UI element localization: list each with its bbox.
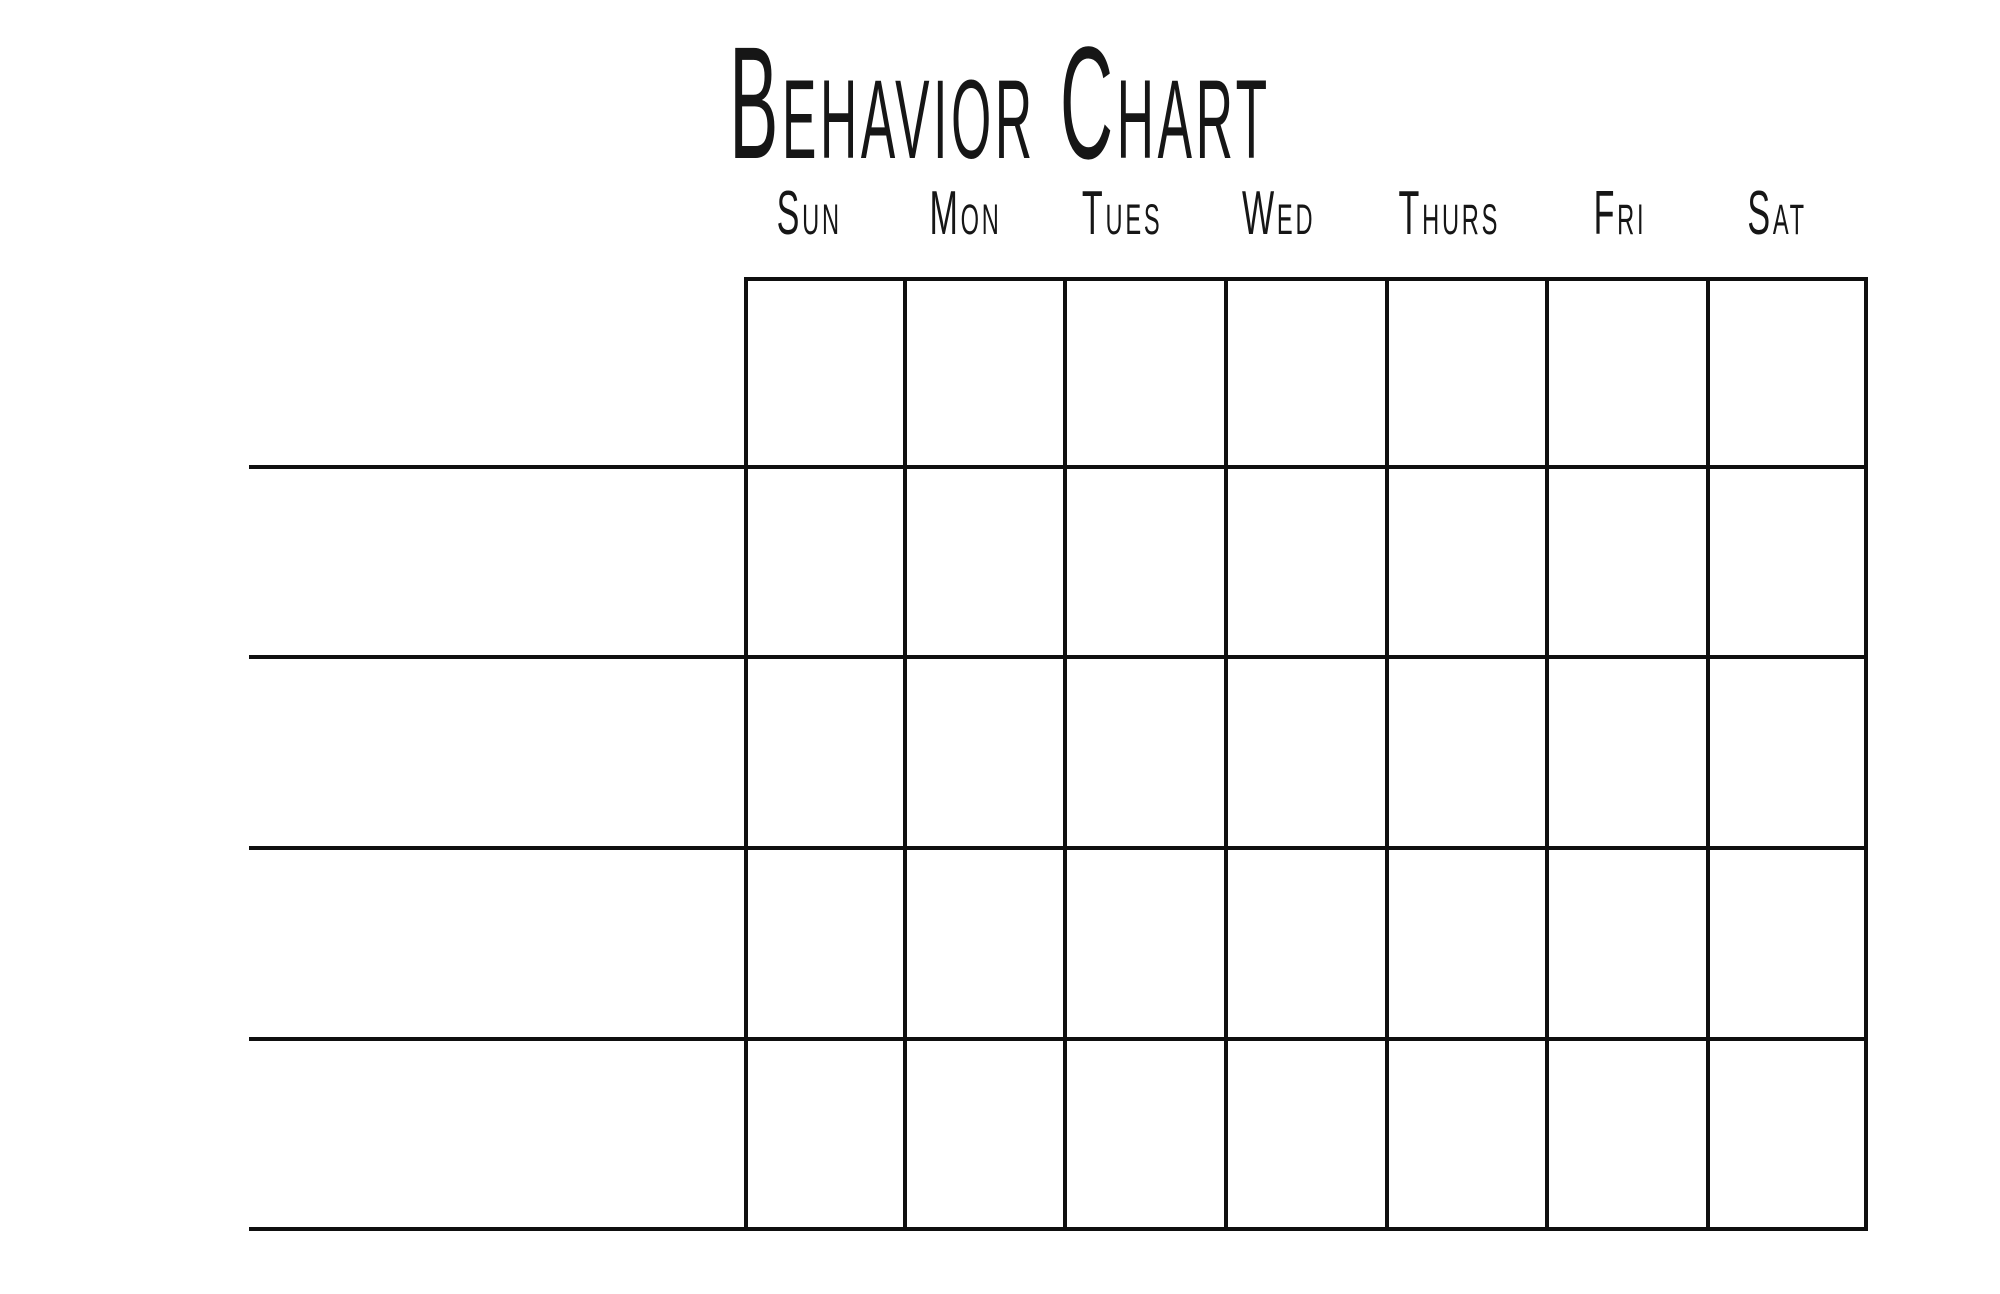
- column-divider-4: [1385, 277, 1389, 1231]
- grid-cell-r3-c3: [1065, 659, 1226, 850]
- day-header-sat: Sat: [1698, 179, 1855, 248]
- grid-cell-r2-c3: [1065, 468, 1226, 659]
- row-divider-1: [249, 465, 1868, 469]
- grid-cell-r3-c2: [905, 659, 1066, 850]
- grid-cell-r5-c1: [744, 1040, 905, 1231]
- grid-cell-r2-c1: [744, 468, 905, 659]
- grid-cell-r3-c6: [1547, 659, 1708, 850]
- row-divider-3: [249, 846, 1868, 850]
- grid-cell-r2-c4: [1226, 468, 1387, 659]
- grid-cell-r5-c6: [1547, 1040, 1708, 1231]
- grid-cell-r1-c2: [905, 277, 1066, 468]
- grid-cell-r1-c5: [1386, 277, 1547, 468]
- day-header-label: Mon: [929, 179, 1002, 248]
- day-header-label: Sat: [1746, 179, 1807, 248]
- behavior-label-1: [255, 391, 733, 463]
- grid-bottom-border: [249, 1227, 1868, 1231]
- day-header-row: Sun Mon Tues Wed Thurs Fri Sat: [731, 179, 1855, 248]
- grid-cell-r1-c4: [1226, 277, 1387, 468]
- grid-cell-r3-c7: [1707, 659, 1868, 850]
- behavior-label-5: [255, 1153, 733, 1225]
- day-header-label: Thurs: [1398, 179, 1501, 248]
- grid-cell-r4-c2: [905, 849, 1066, 1040]
- day-header-thurs: Thurs: [1357, 179, 1542, 248]
- column-divider-5: [1545, 277, 1549, 1231]
- grid-cells: [744, 277, 1868, 1231]
- day-header-fri: Fri: [1542, 179, 1699, 248]
- grid-cell-r5-c3: [1065, 1040, 1226, 1231]
- row-divider-2: [249, 655, 1868, 659]
- day-header-mon: Mon: [888, 179, 1045, 248]
- grid-cell-r5-c2: [905, 1040, 1066, 1231]
- column-divider-6: [1706, 277, 1710, 1231]
- behavior-label-4: [255, 963, 733, 1035]
- grid-cell-r2-c7: [1707, 468, 1868, 659]
- grid-right-border: [1864, 277, 1868, 1231]
- day-header-wed: Wed: [1201, 179, 1358, 248]
- grid-cell-r5-c4: [1226, 1040, 1387, 1231]
- grid-cell-r2-c6: [1547, 468, 1708, 659]
- day-header-tues: Tues: [1044, 179, 1201, 248]
- day-header-label: Tues: [1082, 179, 1163, 248]
- grid-cell-r4-c6: [1547, 849, 1708, 1040]
- row-divider-4: [249, 1037, 1868, 1041]
- grid-cell-r1-c1: [744, 277, 905, 468]
- column-divider-3: [1224, 277, 1228, 1231]
- day-header-label: Fri: [1593, 179, 1647, 248]
- column-divider-1: [903, 277, 907, 1231]
- grid-cell-r1-c3: [1065, 277, 1226, 468]
- grid-cell-r4-c4: [1226, 849, 1387, 1040]
- grid-cell-r2-c5: [1386, 468, 1547, 659]
- grid-cell-r2-c2: [905, 468, 1066, 659]
- grid-cell-r1-c7: [1707, 277, 1868, 468]
- grid-top-border: [744, 277, 1868, 281]
- day-header-sun: Sun: [731, 179, 888, 248]
- grid-cell-r5-c7: [1707, 1040, 1868, 1231]
- day-header-label: Sun: [776, 179, 842, 248]
- grid-cell-r5-c5: [1386, 1040, 1547, 1231]
- grid-cell-r4-c3: [1065, 849, 1226, 1040]
- grid-cell-r3-c5: [1386, 659, 1547, 850]
- grid-cell-r1-c6: [1547, 277, 1708, 468]
- grid-left-border: [744, 277, 748, 1231]
- grid-cell-r4-c5: [1386, 849, 1547, 1040]
- grid-cell-r3-c1: [744, 659, 905, 850]
- behavior-label-3: [255, 772, 733, 844]
- grid-cell-r3-c4: [1226, 659, 1387, 850]
- grid-cell-r4-c1: [744, 849, 905, 1040]
- column-divider-2: [1063, 277, 1067, 1231]
- behavior-label-2: [255, 581, 733, 653]
- page-title: Behavior Chart: [729, 13, 1271, 192]
- day-header-label: Wed: [1242, 179, 1316, 248]
- grid-cell-r4-c7: [1707, 849, 1868, 1040]
